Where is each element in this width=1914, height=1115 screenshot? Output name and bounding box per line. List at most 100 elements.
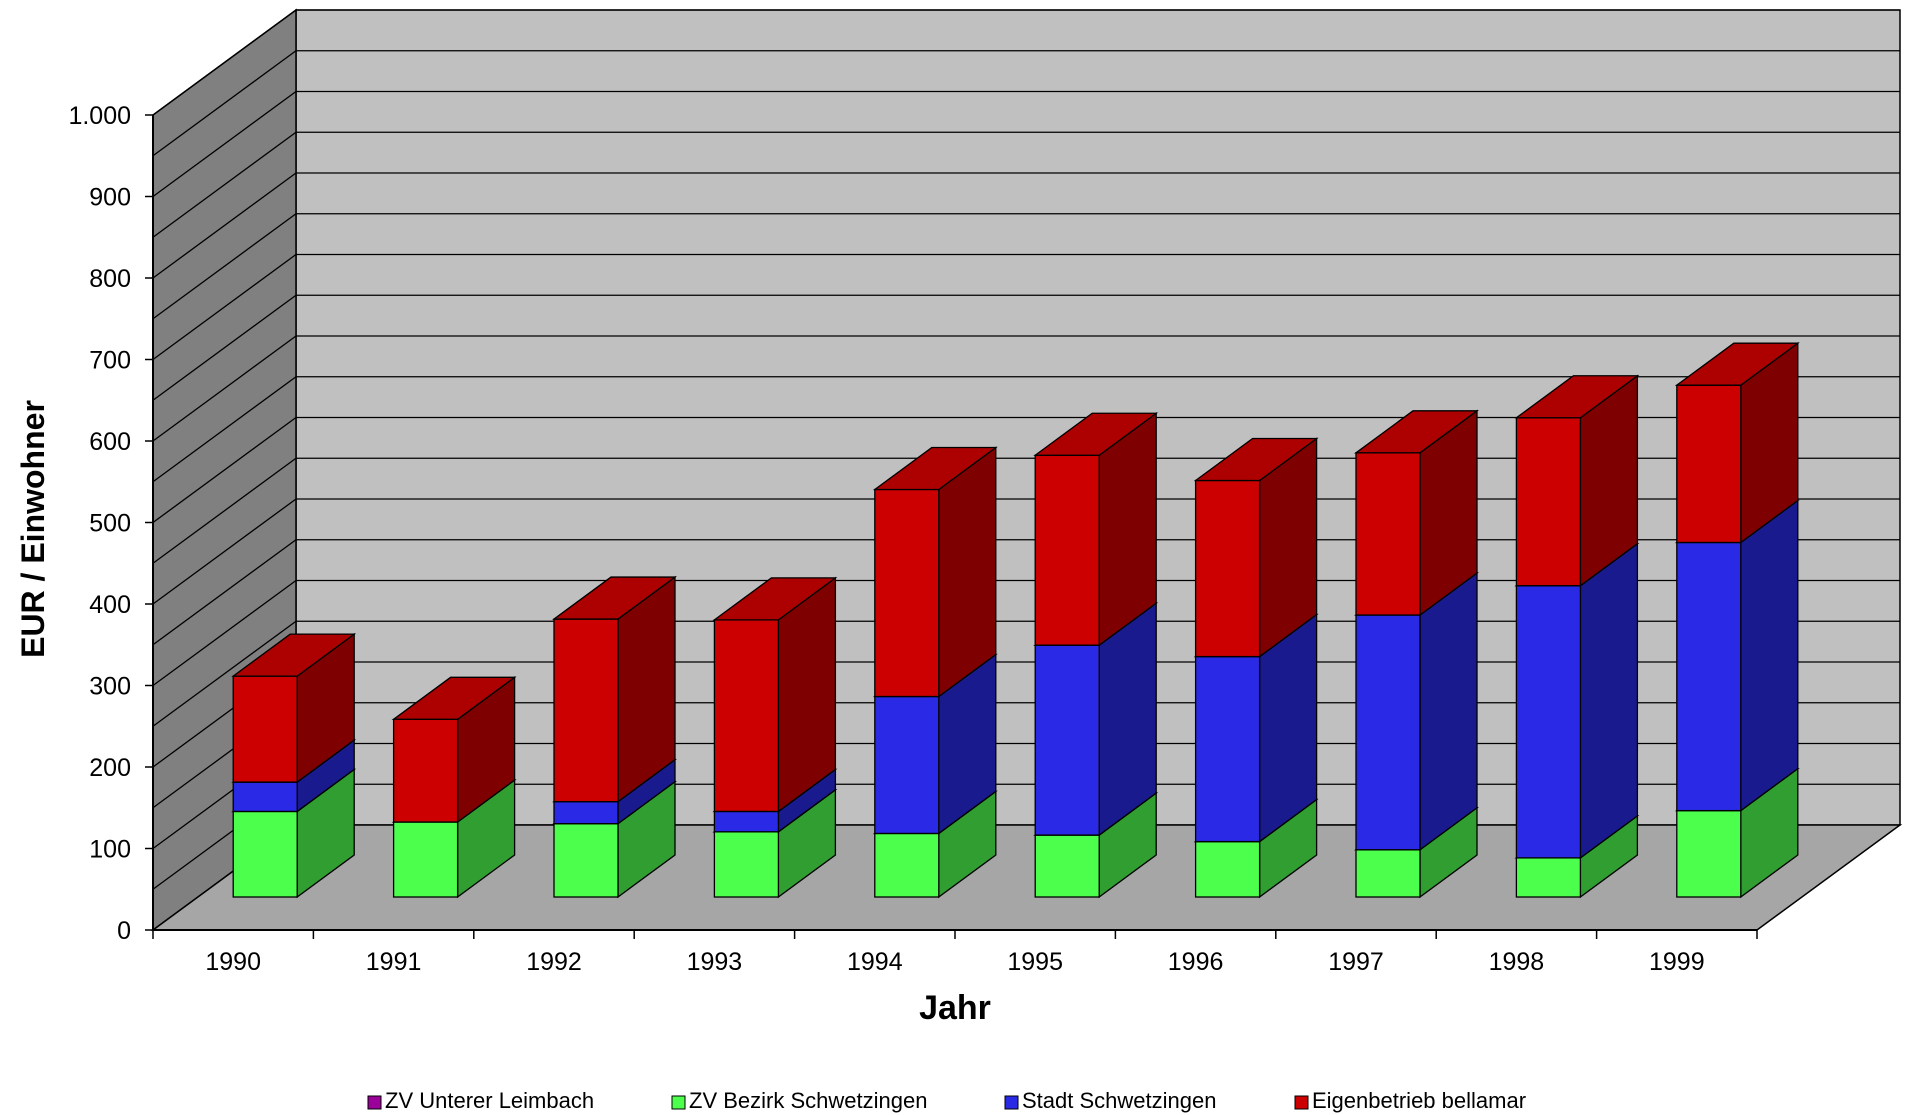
bar-front [553, 823, 619, 898]
legend-item: ZV Unterer Leimbach [367, 1088, 594, 1113]
y-tick-label: 900 [89, 184, 131, 212]
bar-front [1355, 614, 1421, 851]
legend-swatch [1004, 1095, 1019, 1110]
bar-side [1579, 542, 1639, 860]
bar-front [1515, 417, 1582, 587]
legend-label: ZV Unterer Leimbach [385, 1088, 594, 1113]
y-tick-label: 1.000 [68, 102, 131, 130]
bar-front [1194, 840, 1261, 898]
bar-side [938, 446, 997, 698]
bar-front [874, 488, 940, 698]
bar-front [1515, 857, 1582, 898]
bar-front [1676, 541, 1742, 812]
y-tick-label: 400 [89, 591, 131, 619]
bar-front [392, 821, 459, 898]
gridline [152, 335, 1900, 442]
bar-front [713, 810, 780, 833]
bar-front [232, 810, 298, 898]
bar-front [874, 695, 940, 835]
x-tick-label: 1995 [1007, 948, 1063, 976]
bar-top [1514, 375, 1640, 419]
y-tick-label: 700 [89, 347, 131, 375]
gridline [152, 131, 1900, 238]
y-axis-label: EUR / Einwohner [15, 400, 51, 658]
gridline [152, 90, 1900, 198]
bar-top [1354, 410, 1479, 454]
bar-front [1034, 834, 1100, 898]
bar-front [232, 781, 298, 813]
gridline [152, 213, 1900, 320]
bar-front [713, 831, 780, 898]
x-tick-label: 1991 [366, 948, 422, 976]
legend-swatch [671, 1095, 686, 1110]
bar-top [712, 577, 838, 621]
bar-front [553, 800, 619, 825]
x-tick-label: 1996 [1168, 948, 1224, 976]
x-tick-label: 1994 [847, 948, 903, 976]
bar-top [391, 676, 517, 720]
bar-front [1034, 454, 1100, 646]
legend-swatch [1294, 1095, 1309, 1110]
x-tick-label: 1992 [526, 948, 582, 976]
y-tick-label: 500 [89, 510, 131, 538]
bar-front [392, 718, 459, 823]
bar-top [1193, 437, 1319, 482]
bar-front [1194, 655, 1261, 843]
legend-item: Stadt Schwetzingen [1004, 1088, 1216, 1113]
gridline [152, 253, 1900, 361]
bar-front [874, 832, 940, 898]
x-tick-label: 1997 [1328, 948, 1384, 976]
bar-front [1355, 452, 1421, 616]
y-tick-label: 800 [89, 265, 131, 293]
gridline [152, 9, 1900, 116]
legend-label: Eigenbetrieb bellamar [1312, 1088, 1526, 1113]
y-tick-label: 0 [117, 917, 131, 945]
bar-top [231, 633, 357, 677]
legend-swatch [367, 1095, 382, 1110]
bar-front [1676, 809, 1742, 898]
x-tick-label: 1999 [1649, 948, 1705, 976]
x-tick-label: 1998 [1489, 948, 1545, 976]
bar-front [1034, 644, 1100, 836]
bar-segment [1033, 411, 1159, 647]
x-tick-label: 1993 [687, 948, 743, 976]
bar-segment [1674, 341, 1800, 544]
bar-segment [1514, 542, 1640, 860]
bar-side [1740, 499, 1799, 812]
y-tick-label: 300 [89, 673, 131, 701]
legend-label: Stadt Schwetzingen [1022, 1088, 1216, 1113]
bar-stacks [231, 341, 1800, 899]
bar-segment [872, 446, 998, 698]
bar-front [1676, 384, 1742, 544]
bar-top [872, 446, 998, 491]
bar-front [713, 619, 780, 813]
y-tick-label: 200 [89, 754, 131, 782]
bar-front [232, 675, 298, 783]
bar-segment [1514, 374, 1640, 587]
bar-segment [712, 576, 838, 813]
y-axis: 0 100 200 300 400 500 600 700 800 900 1.000 [68, 102, 154, 945]
x-tick-label: 1990 [205, 948, 261, 976]
x-axis-label: Jahr [919, 989, 991, 1027]
bar-segment [231, 632, 357, 784]
gridline [152, 416, 1900, 524]
bar-front [1194, 479, 1261, 658]
legend-item: ZV Bezirk Schwetzingen [671, 1088, 927, 1113]
bar-segment [1354, 409, 1479, 617]
bar-segment [1674, 499, 1800, 812]
x-axis: 1990 1991 1992 1993 1994 1995 1996 1997 1998 1999 [152, 929, 1758, 976]
bar-side [1419, 571, 1478, 852]
bar-segment [391, 676, 517, 824]
bar-top [1033, 412, 1159, 456]
legend-item: Eigenbetrieb bellamar [1294, 1088, 1526, 1113]
bar-top [1674, 342, 1800, 386]
bar-segment [552, 575, 677, 803]
bar-front [1355, 849, 1421, 898]
legend: ZV Unterer Leimbach ZV Bezirk Schwetzinge… [367, 1088, 1526, 1113]
legend-label: ZV Bezirk Schwetzingen [689, 1088, 927, 1113]
bar-front [553, 618, 619, 803]
gridline [152, 294, 1900, 401]
bar-front [1515, 585, 1582, 859]
gridline [152, 172, 1900, 279]
